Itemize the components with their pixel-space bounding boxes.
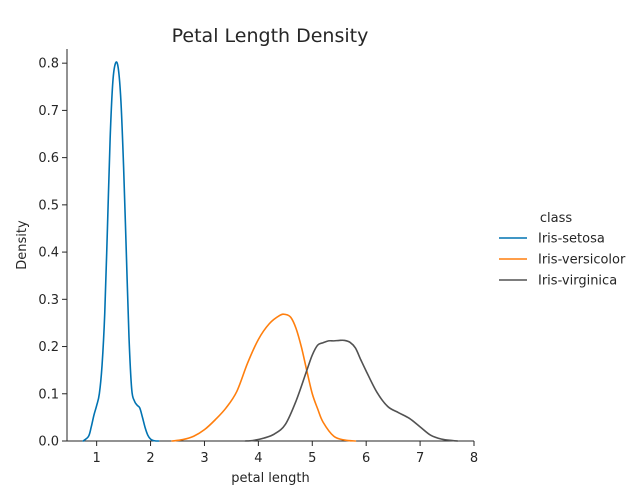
x-axis-label: petal length	[231, 471, 310, 486]
y-tick-label: 0.4	[38, 246, 59, 261]
x-tick-label: 8	[470, 451, 478, 466]
legend-label-iris-versicolor: Iris-versicolor	[538, 253, 626, 268]
y-tick-label: 0.0	[38, 435, 59, 450]
y-tick-label: 0.6	[38, 151, 59, 166]
legend-label-iris-virginica: Iris-virginica	[538, 274, 617, 289]
x-tick-label: 6	[362, 451, 370, 466]
series-line-iris-virginica	[244, 339, 459, 442]
x-tick-label: 4	[254, 451, 262, 466]
y-tick-label: 0.2	[38, 340, 59, 355]
series-lines	[82, 61, 459, 442]
y-tick-label: 0.5	[38, 198, 59, 213]
axes	[66, 49, 474, 442]
legend: class Iris-setosa Iris-versicolor Iris-vir…	[499, 211, 626, 289]
legend-label-iris-setosa: Iris-setosa	[538, 232, 605, 247]
series-line-iris-setosa	[82, 61, 160, 442]
chart-title: Petal Length Density	[172, 25, 369, 47]
y-axis-ticks: 0.0 0.1 0.2 0.3 0.4 0.5 0.6 0.7 0.8	[38, 57, 67, 450]
y-axis-label: Density	[15, 220, 30, 270]
x-axis-ticks: 1 2 3 4 5 6 7 8	[93, 441, 478, 466]
x-tick-label: 3	[200, 451, 208, 466]
y-tick-label: 0.1	[38, 387, 59, 402]
x-tick-label: 5	[308, 451, 316, 466]
legend-title: class	[540, 211, 572, 226]
series-line-iris-versicolor	[171, 313, 357, 442]
y-tick-label: 0.3	[38, 293, 59, 308]
y-tick-label: 0.8	[38, 57, 59, 72]
y-tick-label: 0.7	[38, 104, 59, 119]
x-tick-label: 7	[416, 451, 424, 466]
x-tick-label: 2	[146, 451, 154, 466]
x-tick-label: 1	[93, 451, 101, 466]
